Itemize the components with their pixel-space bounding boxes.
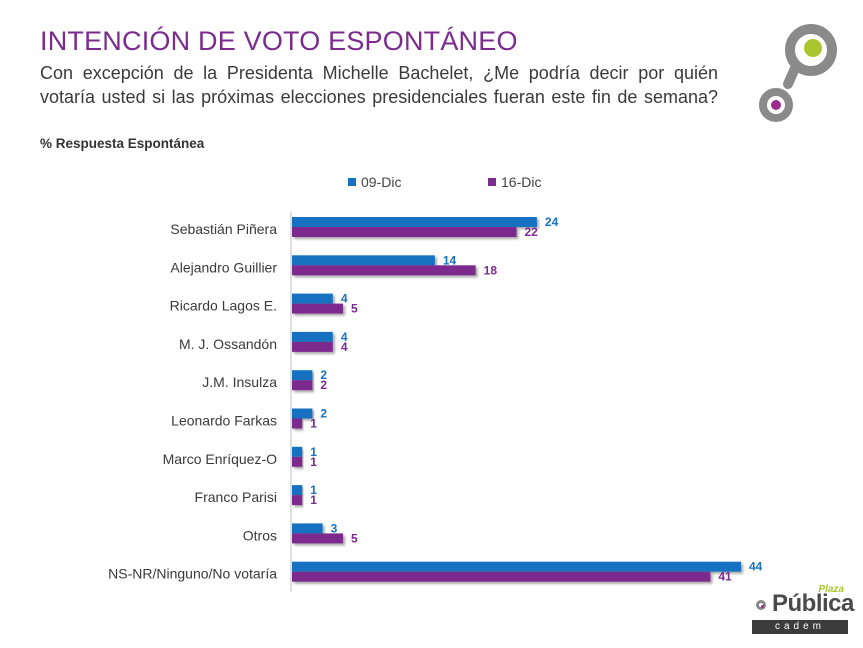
bar-series-1: [292, 331, 333, 342]
category-label: Otros: [243, 527, 277, 543]
legend-swatch-series-1: [348, 178, 356, 186]
bar-series-1: [292, 485, 303, 496]
question-text: Con excepción de la Presidenta Michelle …: [40, 63, 718, 107]
category-label: Alejandro Guillier: [170, 259, 277, 275]
data-label-series-1: 1: [310, 483, 317, 497]
category-label: J.M. Insulza: [202, 374, 277, 390]
chart-legend: 09-Dic 16-Dic: [0, 174, 863, 194]
legend-item-series-2: 16-Dic: [488, 174, 541, 190]
data-label-series-1: 2: [320, 407, 327, 421]
data-label-series-1: 24: [545, 215, 559, 229]
data-label-series-2: 2: [320, 378, 327, 392]
data-label-series-1: 1: [310, 445, 317, 459]
data-label-series-1: 4: [341, 330, 348, 344]
logo-plaza-text: Plaza: [818, 584, 844, 595]
bar-series-2: [292, 495, 303, 506]
data-label-series-2: 41: [718, 570, 732, 584]
data-label-series-1: 3: [331, 521, 338, 535]
bar-series-2: [292, 571, 711, 582]
bar-series-1: [292, 255, 435, 266]
category-label: Ricardo Lagos E.: [170, 298, 277, 314]
logo-cadem-text: cadem: [752, 620, 848, 634]
legend-swatch-series-2: [488, 178, 496, 186]
data-label-series-2: 1: [310, 455, 317, 469]
bar-series-1: [292, 408, 313, 419]
logo-mark: [759, 24, 837, 122]
data-label-series-1: 4: [341, 292, 348, 306]
category-label: Franco Parisi: [195, 489, 277, 505]
bar-series-2: [292, 303, 344, 314]
bar-series-2: [292, 418, 303, 429]
data-label-series-2: 5: [351, 531, 358, 545]
page-title: INTENCIÓN DE VOTO ESPONTÁNEO: [40, 26, 518, 56]
logo-publica-text: Pública: [772, 590, 854, 617]
bar-series-2: [292, 227, 517, 237]
legend-item-series-1: 09-Dic: [348, 174, 401, 190]
brand-logo: Plaza Pública cadem: [752, 584, 854, 636]
bar-series-2: [292, 341, 333, 352]
category-label: NS-NR/Ninguno/No votaría: [108, 566, 277, 582]
bar-series-1: [292, 523, 323, 534]
legend-label-series-1: 09-Dic: [361, 174, 402, 190]
legend-label-series-2: 16-Dic: [501, 174, 542, 190]
category-label: Leonardo Farkas: [171, 413, 277, 429]
category-label: Sebastián Piñera: [170, 221, 277, 237]
category-label: M. J. Ossandón: [179, 336, 277, 352]
bar-series-1: [292, 561, 741, 572]
category-label: Marco Enríquez-O: [163, 451, 277, 467]
bar-series-2: [292, 380, 313, 391]
chart-note: % Respuesta Espontánea: [40, 136, 205, 151]
logo-dot-icon: [756, 600, 766, 610]
bar-series-2: [292, 533, 344, 544]
data-label-series-2: 18: [484, 263, 498, 277]
data-label-series-1: 14: [443, 253, 457, 267]
bar-series-1: [292, 293, 333, 304]
bar-series-1: [292, 446, 303, 457]
data-label-series-2: 1: [310, 417, 317, 431]
data-label-series-2: 5: [351, 302, 358, 316]
bar-series-1: [292, 370, 313, 381]
bar-series-2: [292, 456, 303, 467]
data-label-series-2: 1: [310, 493, 317, 507]
data-label-series-1: 2: [320, 368, 327, 382]
data-label-series-1: 44: [749, 560, 763, 574]
data-label-series-2: 22: [525, 225, 539, 239]
data-label-series-2: 4: [341, 340, 348, 354]
bar-series-1: [292, 217, 537, 227]
bar-series-2: [292, 265, 476, 276]
